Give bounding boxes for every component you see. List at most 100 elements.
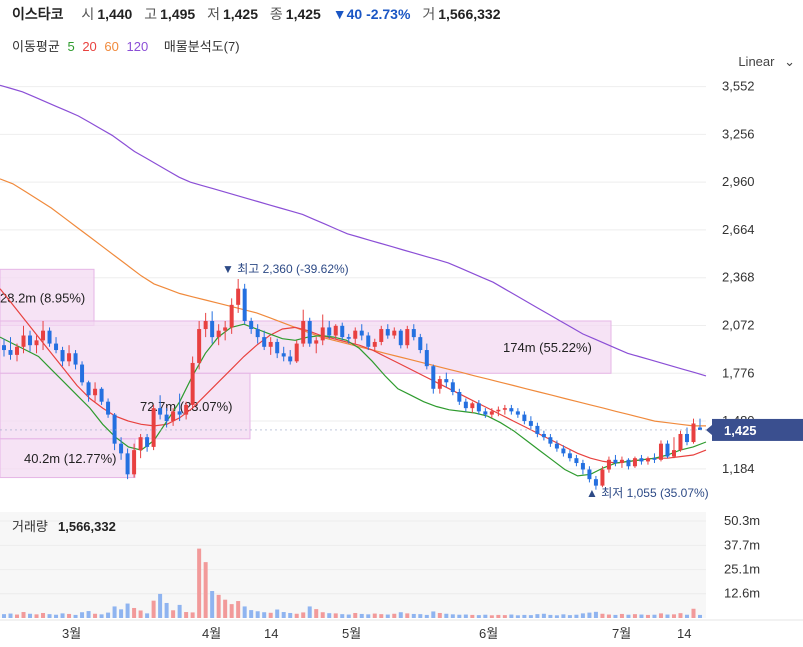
candle	[93, 388, 98, 396]
candle	[580, 463, 585, 470]
volume-bar	[639, 614, 644, 618]
volume-bar	[392, 613, 397, 618]
high-marker: ▼ 최고 2,360 (-39.62%)	[222, 262, 349, 276]
volume-tick-label: 50.3m	[724, 513, 760, 528]
volume-bar	[398, 612, 403, 618]
candle	[54, 343, 59, 351]
volume-bar	[203, 562, 208, 618]
change-pct: -2.73%	[366, 6, 411, 22]
candle	[229, 304, 234, 328]
candle	[698, 427, 702, 430]
volume-bar	[613, 614, 618, 618]
volume-bar	[8, 613, 13, 618]
candle	[73, 353, 78, 365]
volume-bar	[242, 606, 247, 618]
ma-period-120: 120	[126, 39, 149, 54]
candle	[353, 330, 358, 339]
volume-bar	[684, 614, 689, 618]
candle	[119, 443, 124, 454]
volume-tick-label: 12.6m	[724, 586, 760, 601]
candle	[262, 337, 267, 347]
candle	[210, 320, 215, 338]
ma-label[interactable]: 이동평균	[12, 39, 60, 54]
volume-bar	[587, 612, 592, 618]
open-value: 1,440	[97, 6, 133, 22]
y-tick-label: 2,072	[722, 317, 755, 332]
volume-bar	[528, 615, 533, 618]
volume-profile-label[interactable]: 매물분석도(7)	[163, 39, 240, 54]
candle	[320, 327, 325, 341]
volume-bar	[73, 614, 78, 618]
candle	[242, 288, 247, 321]
volume-bar	[15, 614, 20, 618]
ma-period-60: 60	[104, 39, 119, 54]
candle	[288, 356, 293, 362]
candle	[613, 459, 618, 464]
candle	[197, 329, 202, 363]
volume-bar	[333, 613, 338, 618]
volume-bar	[41, 612, 46, 618]
volume-bar	[678, 613, 683, 618]
volume-profile-label: 174m (55.22%)	[503, 340, 592, 355]
candle	[652, 458, 657, 460]
volume-bar	[535, 614, 540, 618]
candle	[424, 350, 429, 367]
volume-bar	[353, 612, 358, 618]
candle	[515, 411, 520, 415]
candle	[158, 408, 163, 415]
volume-bar	[593, 611, 598, 618]
volume-bar	[262, 612, 267, 618]
volume-profile-box	[0, 372, 251, 440]
candle	[314, 340, 319, 344]
candle	[593, 479, 598, 486]
candle	[301, 320, 306, 344]
stock-name: 이스타코	[12, 6, 64, 22]
volume-bar	[190, 612, 195, 618]
volume-bar	[561, 614, 566, 618]
volume-bar	[99, 614, 104, 618]
volume-bar	[93, 613, 98, 618]
volume-bar	[541, 613, 546, 618]
volume-bar	[119, 609, 124, 618]
volume-bar	[21, 612, 26, 618]
volume-bar	[346, 614, 351, 618]
volume-bar	[489, 615, 494, 618]
volume-bar	[645, 614, 650, 618]
candle	[554, 443, 559, 449]
candle	[60, 350, 65, 362]
scale-mode-button[interactable]: Linear ⌄	[738, 54, 795, 70]
candle	[431, 366, 436, 389]
candle	[535, 425, 540, 434]
current-price-label: 1,425	[724, 423, 757, 438]
candle	[567, 453, 572, 459]
volume-profile-label: 40.2m (12.77%)	[24, 451, 117, 466]
chevron-down-icon: ⌄	[784, 54, 795, 69]
volume-bar	[359, 613, 364, 618]
candle	[639, 458, 644, 462]
volume-bar	[476, 615, 481, 618]
volume-bar	[34, 614, 39, 618]
volume-bar	[431, 611, 436, 618]
candle	[327, 327, 332, 336]
x-tick-label: 14	[264, 626, 278, 641]
volume-bar	[184, 612, 189, 618]
volume-bar	[379, 614, 384, 618]
candle	[86, 382, 91, 396]
open-label: 시	[81, 6, 95, 22]
candle	[236, 288, 241, 305]
candle	[184, 404, 189, 415]
volume-bar	[405, 613, 410, 618]
volume-bar	[216, 594, 221, 618]
ma-period-5: 5	[67, 39, 75, 54]
volume-bar	[236, 601, 241, 618]
volume-current: 1,566,332	[58, 519, 116, 534]
candle	[463, 401, 468, 409]
candle	[411, 329, 416, 338]
candle	[470, 403, 475, 409]
candle	[249, 320, 254, 330]
candle	[658, 443, 663, 460]
volume-tick-label: 25.1m	[724, 562, 760, 577]
volume-bar	[112, 606, 117, 618]
volume-bar	[320, 612, 325, 618]
